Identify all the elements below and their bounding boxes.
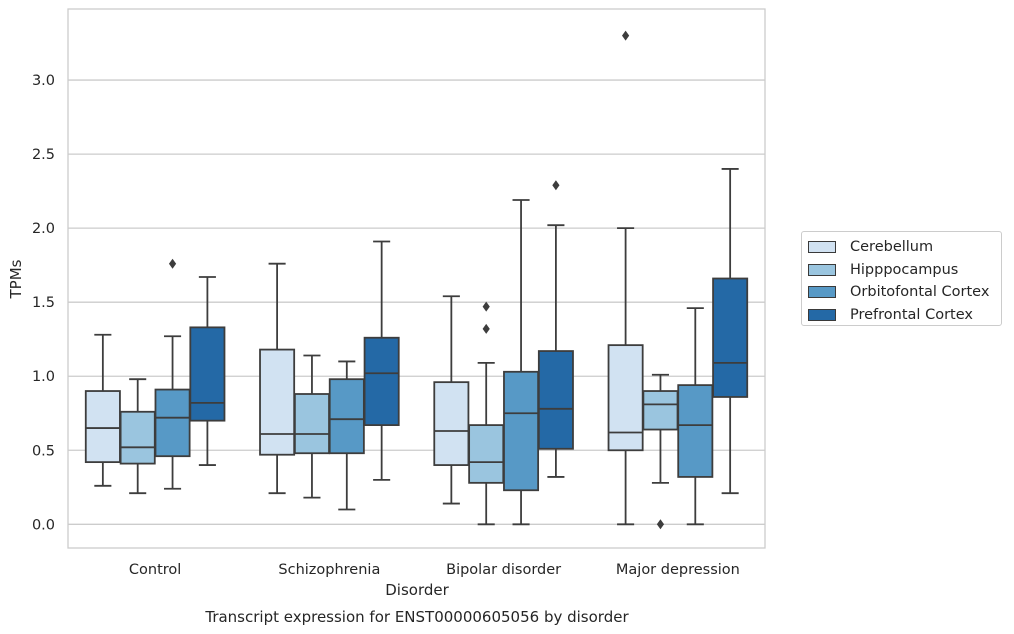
box-2-1 xyxy=(468,301,505,526)
outlier-point xyxy=(656,519,665,530)
legend-swatch xyxy=(808,241,836,254)
box-rect xyxy=(84,390,121,464)
y-tick-label: 2.5 xyxy=(32,147,55,163)
box-rect xyxy=(293,393,330,455)
legend-item: Prefrontal Cortex xyxy=(808,304,1001,327)
outlier-point xyxy=(482,323,490,334)
legend-item: Hipppocampus xyxy=(808,259,1001,282)
x-tick-labels: Control Schizophrenia Bipolar disorder Majo… xyxy=(129,562,740,578)
box-rect xyxy=(154,388,191,458)
box-2-2 xyxy=(503,199,540,526)
box-0-0 xyxy=(84,333,121,487)
box-plot-marks xyxy=(84,30,749,530)
box-2-3 xyxy=(537,180,574,478)
box-rect xyxy=(328,378,365,455)
box-1-2 xyxy=(328,360,365,511)
legend-swatch xyxy=(808,286,836,299)
y-tick-labels: 0.0 0.5 1.0 1.5 2.0 2.5 3.0 xyxy=(32,73,55,533)
y-tick-label: 0.5 xyxy=(32,443,55,459)
y-tick-label: 1.0 xyxy=(32,369,55,385)
box-rect xyxy=(503,370,540,492)
legend-label: Orbitofontal Cortex xyxy=(850,284,990,301)
y-tick-label: 1.5 xyxy=(32,295,55,311)
x-axis-label: Disorder xyxy=(385,581,449,599)
y-tick-label: 3.0 xyxy=(32,73,55,89)
box-rect xyxy=(433,381,470,466)
box-rect xyxy=(642,390,679,431)
legend-item: Cerebellum xyxy=(808,236,1001,259)
box-0-2 xyxy=(154,258,191,490)
box-0-1 xyxy=(119,378,156,495)
legend-label: Hipppocampus xyxy=(850,261,959,278)
box-3-0 xyxy=(607,30,644,526)
box-rect xyxy=(259,348,296,456)
box-rect xyxy=(607,344,644,452)
outlier-point xyxy=(168,258,177,269)
legend-label: Cerebellum xyxy=(850,239,934,256)
x-tick-label: Bipolar disorder xyxy=(446,562,561,578)
box-1-3 xyxy=(363,240,400,481)
outlier-point xyxy=(622,30,630,41)
outlier-point xyxy=(482,301,490,312)
box-rect xyxy=(468,424,505,484)
legend-swatch xyxy=(808,263,836,276)
box-rect xyxy=(712,277,749,398)
chart-caption: Transcript expression for ENST0000060505… xyxy=(204,608,629,626)
y-tick-label: 0.0 xyxy=(32,517,55,533)
box-1-0 xyxy=(259,262,296,495)
box-rect xyxy=(119,410,156,465)
legend-item: Orbitofontal Cortex xyxy=(808,281,1001,304)
box-1-1 xyxy=(293,354,330,499)
box-rect xyxy=(363,336,400,426)
box-rect xyxy=(677,384,714,478)
box-3-1 xyxy=(642,373,679,530)
x-tick-label: Control xyxy=(129,562,181,578)
y-axis-label: TPMs xyxy=(7,259,25,299)
legend: Cerebellum Hipppocampus Orbitofontal Cor… xyxy=(801,231,1002,326)
box-rect xyxy=(537,350,574,450)
y-tick-label: 2.0 xyxy=(32,221,55,237)
x-tick-label: Major depression xyxy=(616,562,740,578)
box-2-0 xyxy=(433,295,470,505)
x-tick-label: Schizophrenia xyxy=(278,562,380,578)
box-3-2 xyxy=(677,307,714,526)
plot-frame xyxy=(67,8,766,549)
box-rect xyxy=(189,326,226,422)
legend-label: Prefrontal Cortex xyxy=(850,307,973,324)
outlier-point xyxy=(552,180,560,191)
box-0-3 xyxy=(189,276,226,466)
box-3-3 xyxy=(712,168,749,495)
legend-swatch xyxy=(808,309,836,322)
